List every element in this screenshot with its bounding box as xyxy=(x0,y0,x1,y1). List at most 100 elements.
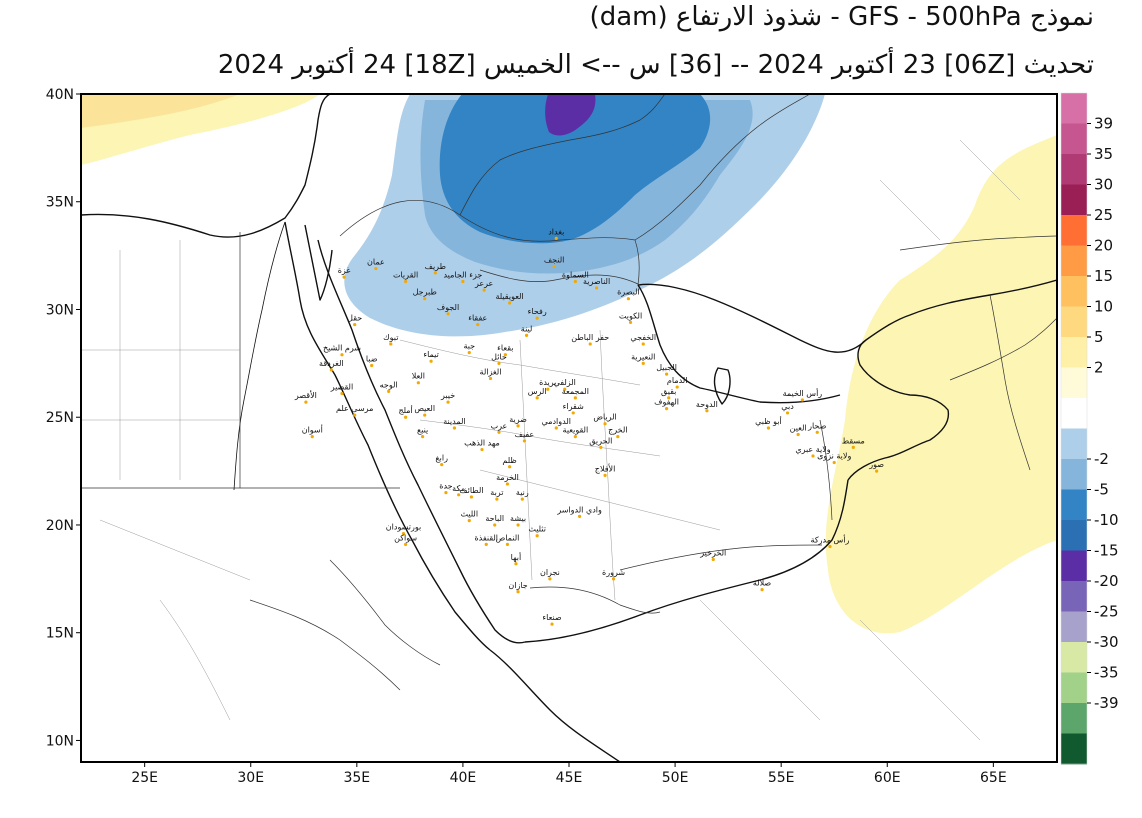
city-marker xyxy=(329,368,333,372)
city-marker xyxy=(641,361,645,365)
city-marker xyxy=(452,426,457,430)
city-marker xyxy=(535,316,539,320)
city-label: الطائف xyxy=(459,486,483,495)
y-tick-label: 40N xyxy=(46,87,74,103)
city-label: عرعر xyxy=(474,279,493,288)
x-tick-label: 65E xyxy=(980,770,1007,786)
city-marker xyxy=(505,482,510,486)
city-label: أبها xyxy=(511,552,522,562)
city-label: بورتسودان xyxy=(386,523,421,532)
city-marker xyxy=(524,333,529,337)
colorbar-swatch xyxy=(1061,520,1087,551)
city-label: الرس xyxy=(528,387,547,396)
city-label: حقل xyxy=(347,314,362,323)
y-tick-label: 25N xyxy=(46,410,74,426)
city-label: بريدة xyxy=(539,378,556,387)
colorbar-swatch xyxy=(1061,703,1087,734)
city-marker xyxy=(387,389,391,393)
city-marker xyxy=(404,415,408,419)
city-marker xyxy=(628,320,633,325)
colorbar-swatch xyxy=(1061,550,1087,582)
city-label: صنعاء xyxy=(542,613,561,622)
city-label: شرورة xyxy=(602,568,625,577)
city-label: المدينة xyxy=(443,417,465,426)
city-marker xyxy=(304,400,308,404)
city-label: القنفذة xyxy=(474,533,498,542)
city-label: ضرية xyxy=(509,415,527,424)
city-label: ضبا xyxy=(366,355,378,364)
x-axis: 25E 30E 35E 40E 45E 50E 55E 60E 65E xyxy=(131,762,1007,786)
city-label: الناصرية xyxy=(583,277,610,286)
colorbar-label: -35 xyxy=(1094,664,1119,682)
city-label: المجمعة xyxy=(562,387,589,396)
city-marker xyxy=(353,413,357,417)
city-label: الجبيل xyxy=(656,363,677,372)
city-marker xyxy=(340,353,344,357)
city-label: الدوادمي xyxy=(542,417,571,426)
colorbar-label: 35 xyxy=(1094,145,1113,163)
city-marker xyxy=(340,391,344,396)
city-label: رأس الخيمة xyxy=(783,388,823,398)
city-label: النماص xyxy=(496,533,520,542)
city-marker xyxy=(705,409,709,413)
colorbar-swatch xyxy=(1061,611,1087,643)
city-label: ولاية عبري xyxy=(795,445,830,454)
city-marker xyxy=(503,353,507,357)
negative-anomaly-core-20 xyxy=(545,94,596,136)
city-label: طبرجل xyxy=(413,288,437,297)
colorbar-swatch xyxy=(1061,672,1087,704)
city-label: بقيق xyxy=(661,387,676,396)
city-marker xyxy=(571,411,575,415)
city-marker xyxy=(578,514,582,518)
city-label: الدوحة xyxy=(696,400,718,409)
city-label: الخرخير xyxy=(699,548,726,557)
city-label: شقراء xyxy=(563,402,584,411)
y-tick-label: 15N xyxy=(46,626,74,642)
city-marker xyxy=(611,577,616,581)
city-marker xyxy=(482,288,486,292)
city-marker xyxy=(535,534,539,538)
y-tick-label: 30N xyxy=(46,302,74,318)
city-label: النجف xyxy=(544,255,565,264)
colorbar-swatch xyxy=(1061,276,1087,307)
city-marker xyxy=(760,588,764,592)
city-marker xyxy=(421,435,425,439)
city-marker xyxy=(476,322,480,327)
city-marker xyxy=(603,473,607,478)
colorbar-swatch xyxy=(1061,581,1087,612)
colorbar-label: -30 xyxy=(1094,633,1119,651)
city-label: البصرة xyxy=(617,288,640,297)
colorbar-label: -10 xyxy=(1094,511,1119,529)
city-marker xyxy=(404,279,408,284)
city-marker xyxy=(665,407,669,411)
city-label: بيشة xyxy=(510,514,526,523)
city-label: تيماء xyxy=(423,350,438,359)
y-tick-label: 20N xyxy=(46,518,74,534)
city-label: شرم الشيخ xyxy=(323,344,361,353)
city-label: القريات xyxy=(393,270,418,279)
admin-boundaries xyxy=(81,139,1021,741)
city-marker xyxy=(429,359,433,363)
city-label: الكويت xyxy=(619,311,642,320)
city-marker xyxy=(811,454,815,458)
city-marker xyxy=(563,387,567,391)
city-label: خيبر xyxy=(440,391,455,400)
city-label: تبوك xyxy=(383,333,398,342)
city-marker xyxy=(484,542,488,546)
chart-subtitle: تحديث [06Z] 23 أكتوبر 2024 -- [36] س -->… xyxy=(217,50,1094,80)
city-label: بقعاء xyxy=(497,344,513,353)
colorbar-label: -15 xyxy=(1094,542,1119,560)
city-marker xyxy=(423,297,427,301)
city-label: تثليث xyxy=(528,525,546,534)
city-label: طريف xyxy=(425,262,446,271)
colorbar-swatch xyxy=(1061,642,1087,673)
city-marker xyxy=(875,469,879,473)
city-marker xyxy=(554,236,558,240)
city-label: مكة xyxy=(452,484,465,493)
colorbar-frame xyxy=(1060,92,1088,765)
city-label: الوجه xyxy=(380,380,398,389)
city-marker xyxy=(832,460,836,465)
city-label: العين xyxy=(790,423,807,432)
city-marker xyxy=(815,430,819,434)
